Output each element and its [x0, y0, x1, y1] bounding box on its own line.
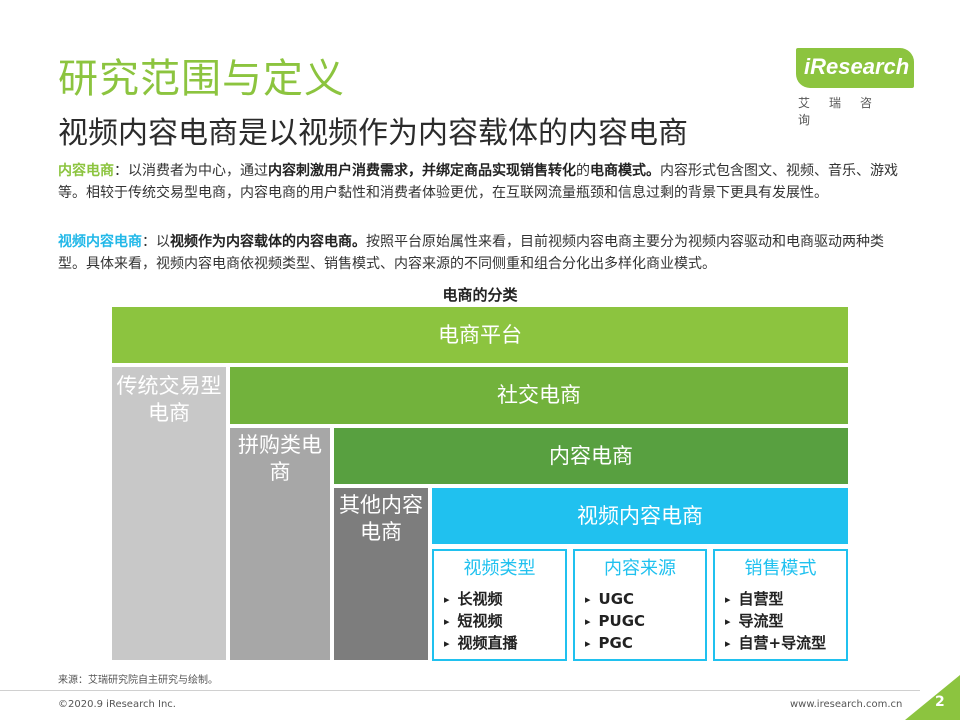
para1-text-3: 内容形式包含图文、视频、音乐、游戏等。相较于传统交易型电商，内容电商的用户黏性和…	[58, 163, 898, 201]
page-number: 2	[935, 694, 945, 710]
box-sales-mode: 销售模式 ▸ 自营型 ▸ 导流型 ▸ 自营+导流型	[713, 549, 848, 661]
list-item: ▸ 短视频	[444, 611, 565, 633]
para1-bold-1: 内容刺激用户消费需求，并绑定商品实现销售转化	[268, 163, 576, 179]
website-link[interactable]: www.iresearch.com.cn	[790, 699, 903, 710]
box-content-source-list: ▸ UGC ▸ PUGC ▸ PGC	[575, 589, 705, 655]
box-content-source: 内容来源 ▸ UGC ▸ PUGC ▸ PGC	[573, 549, 707, 661]
bullet-icon: ▸	[585, 637, 591, 650]
page-title: 研究范围与定义	[58, 56, 345, 102]
list-item-label: PGC	[598, 634, 633, 652]
term-video-content-ecommerce: 视频内容电商	[58, 234, 142, 250]
footer-divider	[0, 690, 920, 691]
block-groupbuy-ecommerce: 拼购类电商	[230, 428, 330, 660]
corner-triangle-decoration	[905, 675, 960, 720]
term-content-ecommerce: 内容电商	[58, 163, 114, 179]
list-item-label: 短视频	[457, 612, 503, 630]
list-item-label: 自营型	[738, 590, 784, 608]
box-video-type-title: 视频类型	[463, 558, 536, 579]
block-social-ecommerce: 社交电商	[230, 367, 848, 424]
logo-wordmark: iResearch	[804, 54, 910, 79]
block-traditional-ecommerce: 传统交易型电商	[112, 367, 226, 660]
para2-bold-1: 视频作为内容载体的内容电商。	[170, 234, 366, 250]
box-sales-mode-list: ▸ 自营型 ▸ 导流型 ▸ 自营+导流型	[715, 589, 846, 655]
list-item: ▸ 导流型	[725, 611, 846, 633]
block-content-ecommerce: 内容电商	[334, 428, 848, 484]
list-item: ▸ 视频直播	[444, 633, 565, 655]
bullet-icon: ▸	[725, 615, 731, 628]
bullet-icon: ▸	[585, 593, 591, 606]
block-ecommerce-platform: 电商平台	[112, 307, 848, 363]
box-sales-mode-title: 销售模式	[744, 558, 817, 579]
block-video-content-ecommerce: 视频内容电商	[432, 488, 848, 544]
list-item: ▸ PGC	[585, 633, 705, 655]
list-item: ▸ PUGC	[585, 611, 705, 633]
logo-badge: iResearch	[796, 48, 914, 88]
list-item-label: UGC	[598, 590, 635, 608]
block-other-content-ecommerce: 其他内容电商	[334, 488, 428, 660]
copyright-text: ©2020.9 iResearch Inc.	[58, 699, 176, 710]
para2-text-2: 按照平台原始属性来看，目前视频内容电商主要分为视频内容驱动和电商驱动两种类型。具…	[58, 234, 884, 272]
bullet-icon: ▸	[444, 637, 450, 650]
list-item-label: 导流型	[738, 612, 784, 630]
list-item-label: PUGC	[598, 612, 646, 630]
bullet-icon: ▸	[444, 593, 450, 606]
list-item-label: 视频直播	[457, 634, 518, 652]
list-item: ▸ 长视频	[444, 589, 565, 611]
box-content-source-title: 内容来源	[604, 558, 676, 579]
para1-bold-2: 电商模式。	[590, 163, 660, 179]
list-item: ▸ UGC	[585, 589, 705, 611]
source-note: 来源：艾瑞研究院自主研究与绘制。	[58, 675, 218, 686]
bullet-icon: ▸	[725, 637, 731, 650]
para1-text-2: 的	[576, 163, 590, 179]
para2-text-1: ：以	[142, 234, 170, 250]
list-item-label: 长视频	[457, 590, 503, 608]
definition-video-content-ecommerce: 视频内容电商：以视频作为内容载体的内容电商。按照平台原始属性来看，目前视频内容电…	[58, 231, 908, 275]
bullet-icon: ▸	[725, 593, 731, 606]
logo-chinese-name: 艾瑞咨询	[798, 96, 892, 127]
bullet-icon: ▸	[585, 615, 591, 628]
box-video-type-list: ▸ 长视频 ▸ 短视频 ▸ 视频直播	[434, 589, 565, 655]
list-item: ▸ 自营+导流型	[725, 633, 846, 655]
definition-content-ecommerce: 内容电商：以消费者为中心，通过内容刺激用户消费需求，并绑定商品实现销售转化的电商…	[58, 160, 908, 204]
para1-text-1: ：以消费者为中心，通过	[114, 163, 268, 179]
list-item-label: 自营+导流型	[738, 634, 827, 652]
page-subtitle: 视频内容电商是以视频作为内容载体的内容电商	[58, 116, 688, 151]
list-item: ▸ 自营型	[725, 589, 846, 611]
diagram-title: 电商的分类	[442, 286, 518, 304]
box-video-type: 视频类型 ▸ 长视频 ▸ 短视频 ▸ 视频直播	[432, 549, 567, 661]
iresearch-logo: iResearch 艾瑞咨询	[790, 48, 915, 127]
bullet-icon: ▸	[444, 615, 450, 628]
